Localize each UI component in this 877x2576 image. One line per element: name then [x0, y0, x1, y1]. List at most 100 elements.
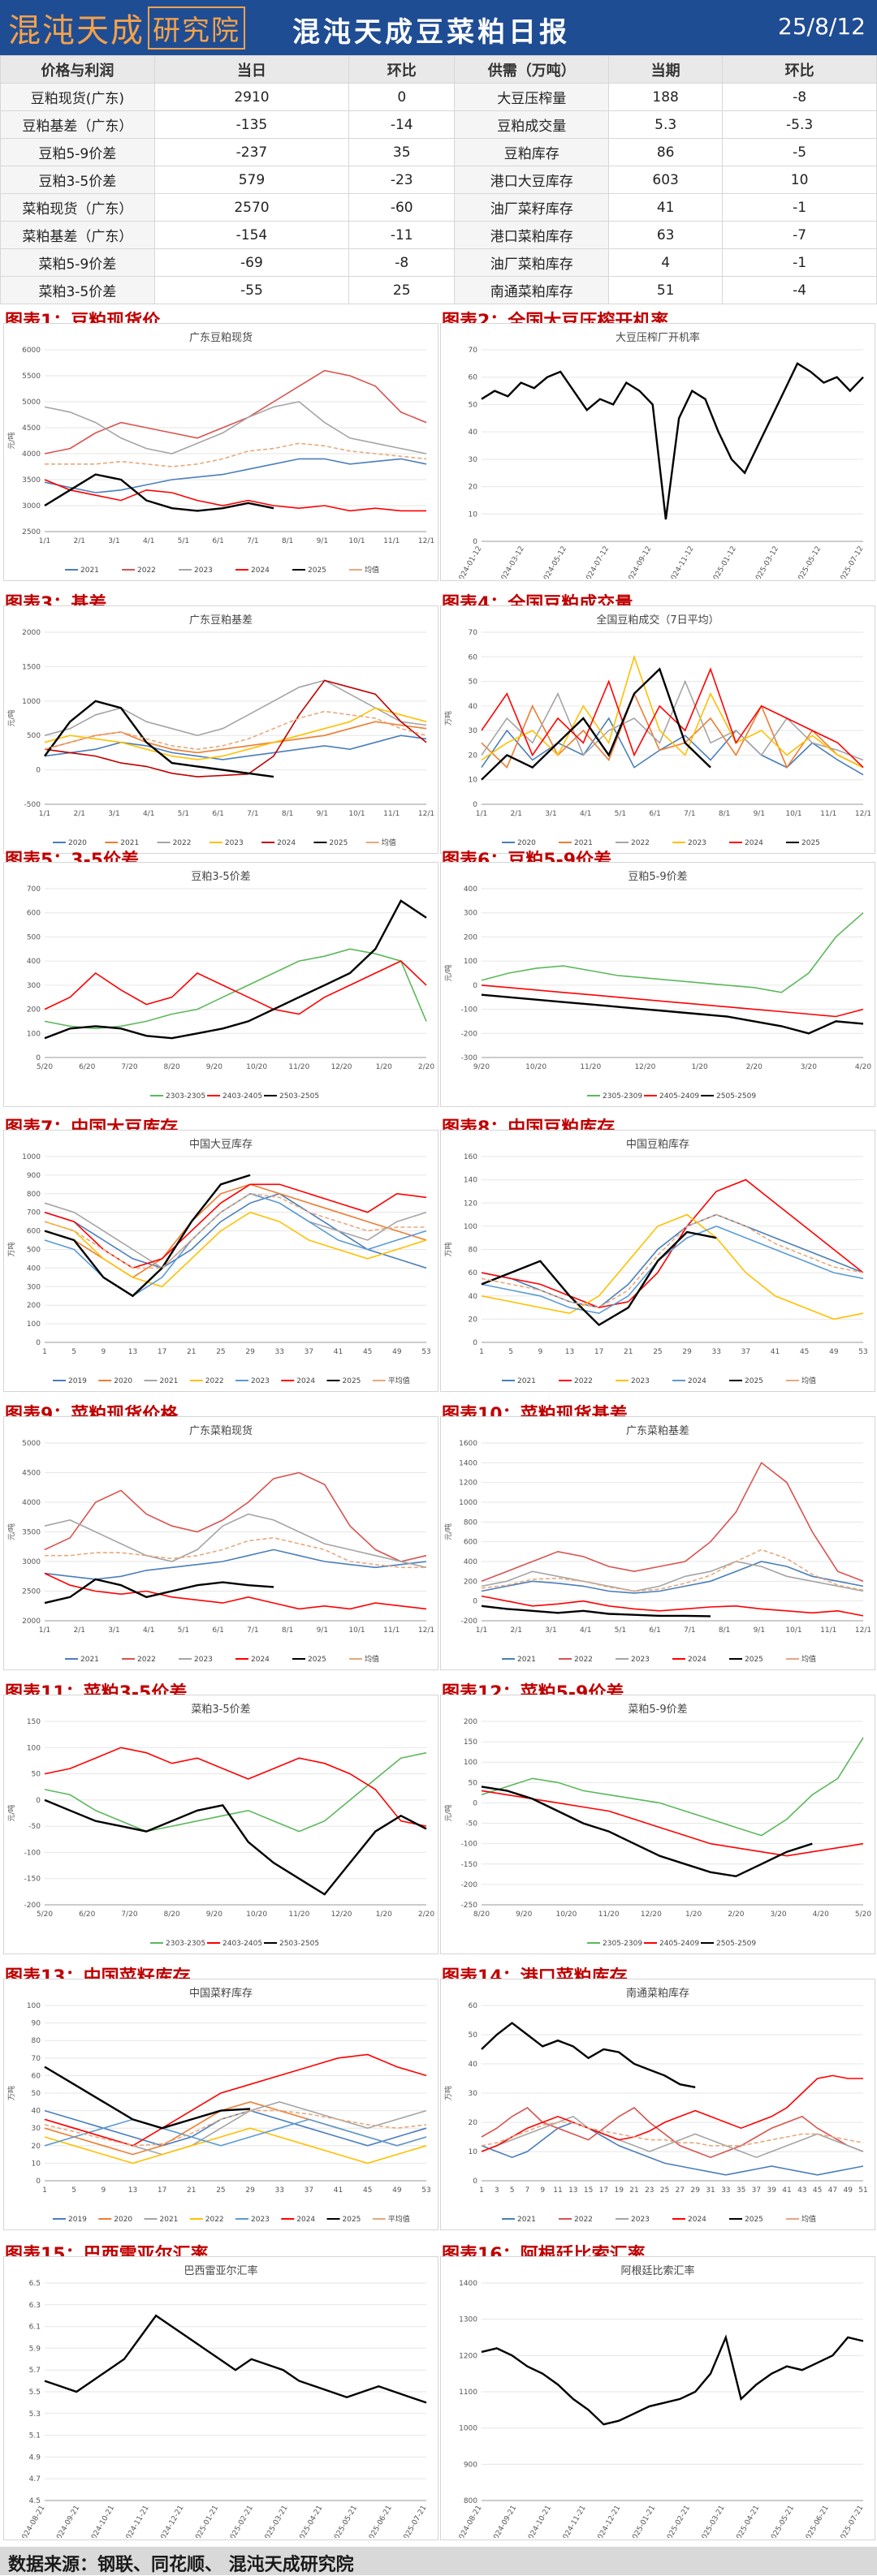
y-tick-label: 0: [473, 538, 477, 546]
y-tick-label: 60: [469, 374, 478, 382]
y-tick-label: 40: [469, 703, 478, 711]
y-tick-label: 30: [469, 456, 478, 464]
legend-label: 均值: [801, 1376, 816, 1385]
y-tick-label: 80: [469, 1247, 478, 1255]
y-tick-label: 1200: [459, 1480, 477, 1488]
chart-title: 巴西雷亚尔汇率: [184, 2265, 258, 2277]
legend-label: 均值: [382, 838, 396, 847]
x-tick-label: 17: [599, 2186, 608, 2195]
x-tick-label: 5/20: [37, 1063, 53, 1071]
y-tick-label: 500: [27, 1247, 41, 1255]
series-line: [481, 1549, 864, 1592]
x-tick-label: 2025-01-21: [192, 2505, 220, 2539]
legend-label: 2023: [194, 1656, 213, 1664]
x-tick-label: 6/1: [212, 1626, 223, 1635]
y-axis-label: 万吨: [6, 1242, 16, 1256]
table-cell: 2910: [153, 83, 350, 111]
table-cell: 豆粕成交量: [454, 110, 610, 139]
x-tick-label: 37: [752, 2186, 761, 2195]
x-tick-label: 2024-10-21: [88, 2505, 116, 2539]
x-tick-label: 10/1: [785, 1626, 801, 1635]
y-axis-label: 元/吨: [6, 1523, 16, 1540]
x-tick-label: 1: [42, 2186, 47, 2195]
x-tick-label: 2025-03-21: [261, 2505, 290, 2539]
x-tick-label: 4/1: [143, 537, 154, 545]
chart-title: 菜粕5-9价差: [628, 1704, 688, 1716]
x-tick-label: 8/1: [719, 1626, 730, 1635]
x-tick-label: 41: [771, 1348, 780, 1356]
y-tick-label: 70: [469, 347, 478, 355]
x-tick-label: 6/1: [212, 537, 223, 545]
x-tick-label: 1: [479, 1348, 484, 1356]
x-tick-label: 7/1: [684, 810, 695, 818]
y-tick-label: 40: [469, 2061, 478, 2069]
table-cell: 63: [608, 221, 724, 249]
y-tick-label: -200: [24, 1902, 41, 1910]
y-tick-label: 600: [27, 910, 41, 918]
table-cell: -11: [348, 221, 456, 249]
table-cell: -55: [153, 276, 350, 304]
x-tick-label: 2025-04-21: [296, 2505, 325, 2539]
x-tick-label: 12/1: [418, 1626, 434, 1635]
y-tick-label: 5.9: [29, 2345, 41, 2353]
legend-label: 2024: [688, 2216, 706, 2224]
y-axis-label: 元/吨: [6, 709, 16, 726]
y-tick-label: 900: [464, 2461, 477, 2469]
x-tick-label: 3/20: [770, 1910, 786, 1919]
chart-panel: 豆粕5-9价差 -300 -200 -100 0 100 200 300 400 元/吨 9/20 1…: [440, 862, 875, 1107]
y-tick-label: 60: [469, 2002, 478, 2010]
x-tick-label: 2/20: [728, 1910, 744, 1919]
y-axis-label: 万吨: [443, 1242, 453, 1256]
series-line: [481, 1737, 864, 1837]
x-tick-label: 2025-05-21: [767, 2505, 796, 2539]
x-tick-label: 2025-04-21: [733, 2505, 762, 2539]
x-tick-label: 4/1: [580, 1626, 591, 1635]
footer: 数据来源：钢联、同花顺、 混沌天成研究院: [0, 2547, 877, 2575]
series-line: [44, 1211, 427, 1288]
y-axis-label: 万吨: [443, 2086, 453, 2100]
series-line: [481, 667, 711, 781]
x-tick-label: 5: [508, 1348, 513, 1356]
series-line: [481, 2074, 863, 2152]
y-tick-label: 10: [469, 777, 478, 785]
y-tick-label: 0: [36, 1054, 41, 1062]
y-tick-label: 200: [464, 1718, 477, 1726]
legend-label: 均值: [365, 1654, 379, 1664]
x-tick-label: 9: [101, 2186, 106, 2195]
series-line: [481, 1790, 864, 1857]
legend-label: 2025: [308, 1656, 326, 1664]
table-cell: 菜粕5-9价差: [0, 248, 155, 277]
x-tick-label: 2025-05-21: [330, 2505, 359, 2539]
x-tick-label: 11/1: [383, 1626, 400, 1635]
x-tick-label: 2024-11-21: [559, 2505, 588, 2539]
x-tick-label: 25: [660, 2186, 669, 2195]
y-tick-label: -300: [461, 1054, 478, 1062]
x-tick-label: 7/20: [121, 1910, 137, 1919]
legend-label: 2025: [308, 566, 326, 575]
x-tick-label: 2/20: [418, 1063, 434, 1071]
x-tick-label: 23: [645, 2186, 654, 2195]
x-tick-label: 9: [540, 2186, 545, 2195]
y-tick-label: 40: [469, 429, 478, 437]
series-line: [45, 442, 427, 467]
table-cell: -60: [348, 193, 456, 222]
series-line: [481, 993, 864, 1035]
legend-label: 2024: [296, 2216, 315, 2224]
chart-svg: 2500 3000 3500 4000 4500 5000 5500 6000 元/吨 1/1 2/…: [6, 347, 434, 575]
y-tick-label: 70: [32, 2055, 41, 2063]
series-line: [45, 1536, 426, 1569]
y-tick-label: 50: [469, 1779, 478, 1787]
x-tick-label: 45: [813, 2186, 822, 2195]
x-tick-label: 2/1: [510, 1626, 521, 1635]
table-cell: 油厂菜粕库存: [454, 248, 610, 277]
x-tick-label: 1/1: [39, 1626, 50, 1635]
x-tick-label: 8/20: [473, 1910, 490, 1919]
table-cell: -1: [722, 248, 877, 277]
y-tick-label: 20: [469, 752, 478, 760]
x-tick-label: 9/20: [473, 1063, 490, 1071]
legend-label: 2303-2305: [166, 1940, 205, 1948]
report-date: 25/8/12: [778, 13, 866, 40]
chart-title: 全国豆粕成交（7日平均）: [596, 614, 719, 627]
x-tick-label: 25: [216, 2186, 225, 2195]
x-tick-label: 1/20: [691, 1063, 707, 1071]
